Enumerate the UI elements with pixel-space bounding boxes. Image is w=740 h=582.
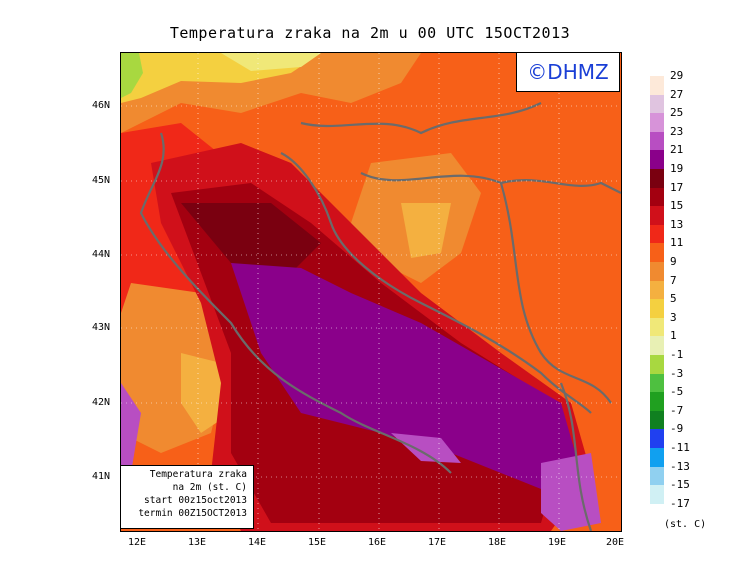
lat-label-43N: 43N [92, 322, 111, 333]
field-sea-south [121, 383, 141, 483]
legend-swatch [650, 373, 664, 393]
info-line-3: start 00z15oct2013 [144, 495, 247, 506]
legend-swatch [650, 299, 664, 318]
legend-level-label: 25 [670, 106, 684, 120]
legend-swatch [650, 94, 664, 114]
lat-label-46N: 46N [92, 100, 111, 111]
legend-level-label: -9 [670, 422, 684, 436]
legend-level-label: 17 [670, 180, 684, 194]
lon-label-14E: 14E [248, 537, 267, 548]
legend-level-label: -1 [670, 348, 684, 361]
italy-coast [139, 132, 452, 474]
lat-label-41N: 41N [92, 471, 111, 482]
field-north-green [121, 53, 143, 98]
lat-label-44N: 44N [92, 249, 111, 260]
legend-swatch [650, 317, 664, 337]
info-line-4: termin 00Z15OCT2013 [138, 508, 247, 519]
info-box: Temperatura zraka na 2m (st. C) start 00… [120, 465, 254, 529]
legend-swatch [650, 410, 664, 430]
legend-level-label: 11 [670, 236, 684, 250]
legend-level-label: -17 [670, 496, 690, 510]
legend-swatch [650, 262, 664, 281]
lon-label-12E: 12E [128, 537, 147, 548]
legend-swatch [650, 150, 664, 169]
legend-level-label: -15 [670, 478, 690, 492]
info-line-2: na 2m (st. C) [172, 482, 247, 493]
temperature-map [120, 52, 622, 532]
legend-level-label: 23 [670, 124, 684, 138]
field-sea-lilac [391, 433, 461, 463]
border-montenegro [559, 382, 593, 531]
info-line-1: Temperatura zraka [149, 469, 247, 480]
legend-swatch [650, 355, 664, 374]
legend-swatch [650, 206, 664, 225]
lon-label-20E: 20E [606, 537, 625, 548]
field-inland-yellow [401, 203, 451, 258]
border-slovenia [300, 102, 542, 135]
legend-level-label: -11 [670, 441, 690, 454]
legend-swatch [650, 76, 664, 95]
legend-level-label: 7 [670, 273, 677, 287]
field-north-pale [221, 53, 321, 71]
lat-label-45N: 45N [92, 175, 111, 186]
legend-level-label: -13 [670, 459, 690, 473]
legend-swatch [650, 392, 664, 411]
lat-label-42N: 42N [92, 397, 111, 408]
lon-label-16E: 16E [368, 537, 387, 548]
lon-label-13E: 13E [188, 537, 207, 548]
legend-swatch [650, 336, 664, 355]
legend-level-label: 19 [670, 162, 684, 175]
legend-level-label: 13 [670, 217, 684, 231]
legend-swatch [650, 466, 664, 486]
legend-swatch [650, 131, 664, 151]
lon-label-15E: 15E [308, 537, 327, 548]
legend-swatch [650, 224, 664, 244]
legend-level-label: 9 [670, 255, 677, 268]
lon-label-19E: 19E [548, 537, 567, 548]
temperature-field [121, 53, 621, 531]
border-bosnia-south [499, 182, 612, 404]
legend-level-label: 5 [670, 292, 677, 306]
legend-level-label: 15 [670, 199, 684, 213]
graticule [121, 53, 621, 531]
legend-level-label: 3 [670, 310, 677, 324]
legend-swatch [650, 429, 664, 448]
border-bosnia [360, 172, 621, 194]
dhmz-logo: ©DHMZ [516, 52, 620, 92]
legend-level-label: 1 [670, 329, 677, 343]
legend-level-label: 27 [670, 87, 684, 101]
legend-swatch [650, 169, 664, 188]
legend-level-label: -7 [670, 403, 684, 417]
legend-level-label: 21 [670, 143, 684, 157]
legend-swatch [650, 243, 664, 262]
legend-swatch [650, 448, 664, 467]
legend-level-label: -5 [670, 385, 684, 399]
lon-label-18E: 18E [488, 537, 507, 548]
field-sea-purple [231, 263, 581, 493]
legend-swatch [650, 485, 664, 504]
croatia-coast [280, 152, 592, 414]
legend-swatch [650, 187, 664, 207]
legend-swatch [650, 280, 664, 300]
coastlines [139, 102, 621, 531]
map-title: Temperatura zraka na 2m u 00 UTC 15OCT20… [169, 24, 571, 42]
legend-unit: (st. C) [664, 519, 707, 530]
field-se-lilac [541, 453, 601, 531]
legend-level-label: 29 [670, 69, 684, 82]
field-adriatic-maroon [181, 203, 321, 273]
legend-level-label: -3 [670, 366, 684, 380]
lon-label-17E: 17E [428, 537, 447, 548]
legend-swatch [650, 113, 664, 132]
